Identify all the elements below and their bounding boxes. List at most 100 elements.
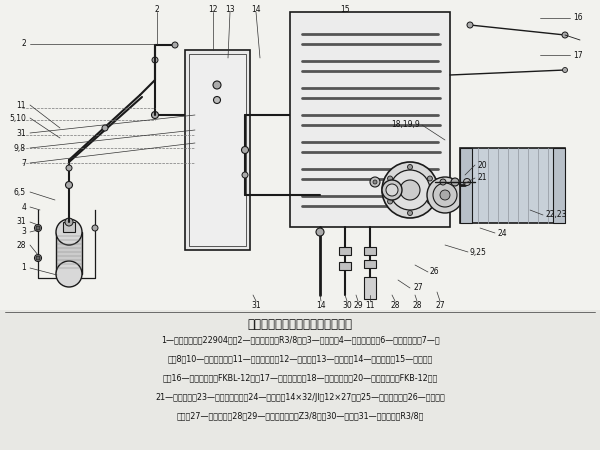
Circle shape [92,225,98,231]
Text: 垫；16—直角管接头（FKBL-12）；17—油路冷却管；18—六角头螺栓；20—直通管接头（FKB-12）；: 垫；16—直角管接头（FKBL-12）；17—油路冷却管；18—六角头螺栓；20… [163,374,437,382]
Bar [364,247,376,255]
Circle shape [225,88,226,90]
Circle shape [215,78,225,88]
Text: 11: 11 [17,100,26,109]
Text: 1: 1 [21,264,26,273]
Circle shape [427,199,433,204]
Circle shape [472,194,478,200]
Text: 2: 2 [21,40,26,49]
Bar [290,12,450,227]
Text: 29: 29 [353,302,363,310]
Circle shape [225,76,226,78]
Circle shape [227,82,229,84]
Text: 粗磨头油路冷却水箱、油路结构图: 粗磨头油路冷却水箱、油路结构图 [248,318,353,330]
Text: 2: 2 [155,4,160,13]
Bar [0,0,600,310]
Text: 6,5: 6,5 [14,188,26,197]
Circle shape [152,57,158,63]
Bar [63,222,75,232]
Bar [56,232,82,274]
Circle shape [214,88,215,90]
Text: 12: 12 [208,4,218,13]
Circle shape [373,180,377,184]
Bar [200,100,240,132]
Circle shape [370,177,380,187]
Text: 21: 21 [477,174,487,183]
Circle shape [35,225,41,231]
Circle shape [451,178,459,186]
Circle shape [214,76,215,78]
Text: 31: 31 [16,129,26,138]
Text: 27: 27 [413,284,422,292]
Text: 13: 13 [225,4,235,13]
Circle shape [316,228,324,236]
Text: 11: 11 [365,302,375,310]
Text: 30: 30 [342,302,352,310]
Bar [553,148,565,223]
Text: 24: 24 [497,229,506,238]
Text: 4: 4 [21,202,26,211]
Text: 31: 31 [16,217,26,226]
Text: 9,8: 9,8 [14,144,26,153]
Circle shape [65,218,73,226]
Circle shape [36,256,40,260]
Circle shape [213,81,221,89]
Circle shape [382,180,402,200]
Bar [195,95,245,137]
Bar [339,262,351,270]
Circle shape [388,176,392,181]
Bar [460,148,565,223]
Circle shape [407,211,413,216]
Circle shape [209,72,231,94]
Circle shape [407,165,413,170]
Text: 28: 28 [390,302,400,310]
Text: 15: 15 [340,4,350,13]
Circle shape [219,90,221,92]
Bar [364,277,376,299]
Circle shape [457,194,464,201]
Text: 盖；8，10—内六角螺钉；11—组合密封垫；12—连接块；13—压力表；14—水管接头；15—橡胶密封: 盖；8，10—内六角螺钉；11—组合密封垫；12—连接块；13—压力表；14—水… [167,355,433,364]
Bar [189,54,246,246]
Text: 14: 14 [251,4,261,13]
Circle shape [211,82,213,84]
Circle shape [214,96,221,104]
Text: 28: 28 [17,240,26,249]
Circle shape [172,42,178,48]
Bar [460,148,472,223]
Text: 17: 17 [573,50,583,59]
Text: 26: 26 [430,267,440,276]
Circle shape [66,165,72,171]
Circle shape [388,199,392,204]
Circle shape [562,32,568,38]
Circle shape [151,112,158,118]
Circle shape [102,125,108,131]
Bar [339,247,351,255]
Bar [190,112,195,118]
Text: 18,19,9: 18,19,9 [391,121,420,130]
Circle shape [467,22,473,28]
Text: 31: 31 [251,302,261,310]
Circle shape [65,181,73,189]
Bar [364,260,376,268]
Circle shape [433,183,457,207]
Text: 27: 27 [435,302,445,310]
Text: 法兰；27—齿轮油泵；28，29—直通管接头；（Z3/8）；30—水管；31—直角接头（R3/8）: 法兰；27—齿轮油泵；28，29—直通管接头；（Z3/8）；30—水管；31—直… [176,411,424,420]
Circle shape [440,179,446,185]
Text: 9,25: 9,25 [470,248,487,256]
Circle shape [386,184,398,196]
Circle shape [400,180,420,200]
Text: 16: 16 [573,14,583,22]
Circle shape [56,261,82,287]
Circle shape [487,194,493,201]
Text: 28: 28 [412,302,422,310]
Circle shape [427,177,463,213]
Text: 5,10: 5,10 [9,113,26,122]
Text: 21—油泵电机；23—六角磁浮螺栓；24—联轴器（14×32/Jl；12×27）；25—内六角螺钉；26—油泵联结: 21—油泵电机；23—六角磁浮螺栓；24—联轴器（14×32/Jl；12×27）… [155,392,445,401]
Text: 3: 3 [21,228,26,237]
Circle shape [219,74,221,76]
Text: 14: 14 [316,302,326,310]
Circle shape [241,147,248,153]
Bar [185,50,250,250]
Circle shape [563,68,568,72]
Circle shape [440,190,450,200]
